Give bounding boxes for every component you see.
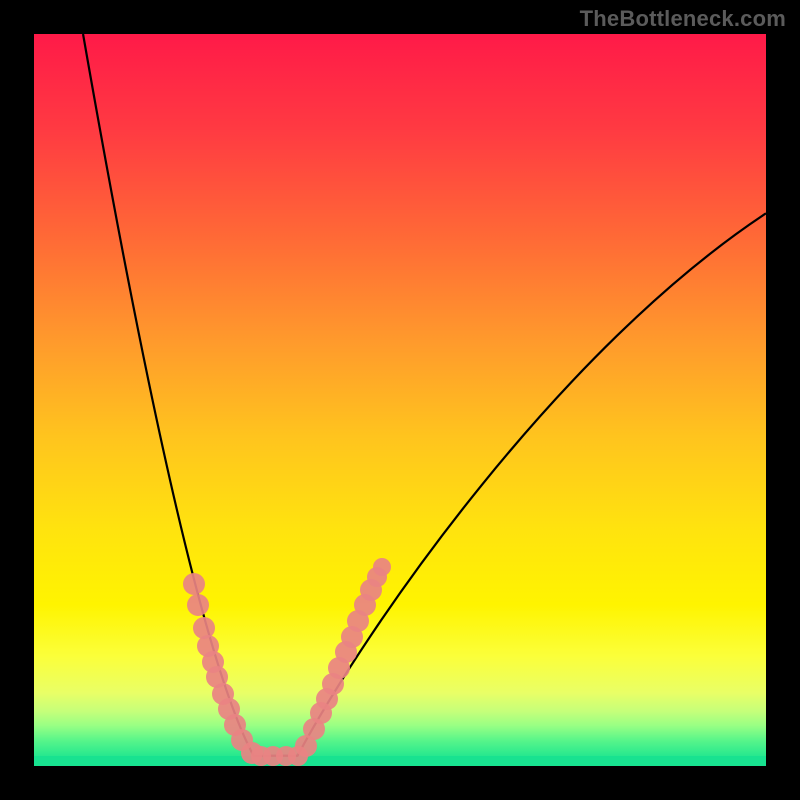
markers-layer bbox=[34, 34, 766, 766]
plot-area bbox=[34, 34, 766, 766]
watermark-text: TheBottleneck.com bbox=[580, 6, 786, 32]
chart-frame: TheBottleneck.com bbox=[0, 0, 800, 800]
data-marker bbox=[183, 573, 205, 595]
data-marker bbox=[187, 594, 209, 616]
data-marker bbox=[373, 558, 391, 576]
